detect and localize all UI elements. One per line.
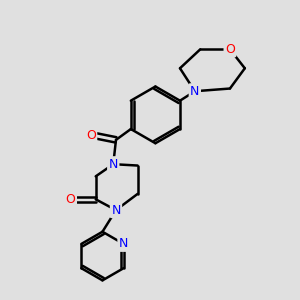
Text: N: N	[190, 85, 200, 98]
Text: N: N	[111, 204, 121, 217]
Text: O: O	[86, 129, 96, 142]
Text: N: N	[109, 158, 118, 171]
Text: O: O	[66, 193, 76, 206]
Text: N: N	[119, 237, 128, 250]
Text: O: O	[225, 43, 235, 56]
